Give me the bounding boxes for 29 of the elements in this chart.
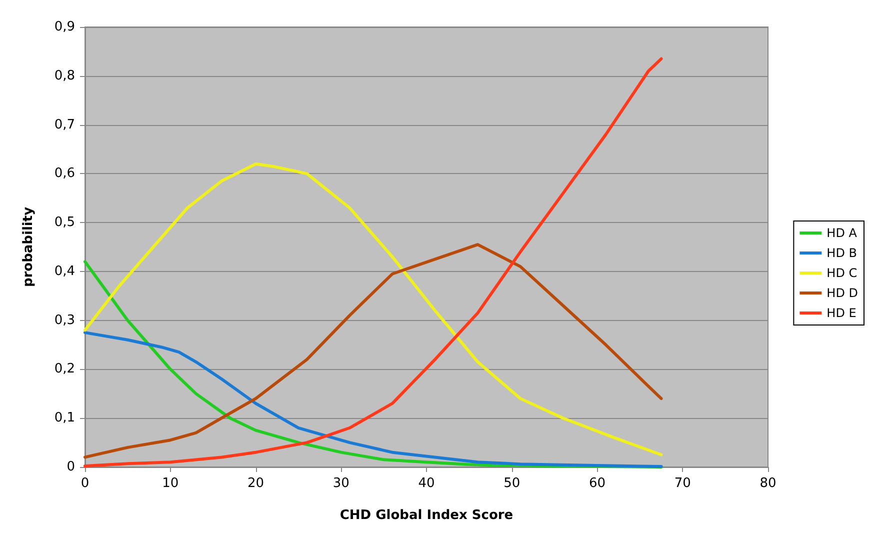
y-tick-label: 0,8 <box>54 68 75 84</box>
legend-label: HD A <box>826 226 858 240</box>
legend-label: HD D <box>826 286 858 300</box>
legend-label: HD B <box>826 246 857 260</box>
x-tick-label: 80 <box>760 476 776 491</box>
x-tick-label: 70 <box>674 476 691 491</box>
y-axis-title: probability <box>21 206 36 288</box>
y-tick-label: 0,5 <box>54 215 75 230</box>
x-tick-label: 20 <box>247 476 264 491</box>
line-series <box>84 331 663 468</box>
y-tick-label: 0,7 <box>54 117 75 132</box>
x-axis-title: CHD Global Index Score <box>340 508 514 523</box>
x-tick-label: 0 <box>80 476 90 491</box>
y-tick-label: 0,4 <box>54 264 75 279</box>
y-tick-label: 0,6 <box>54 166 75 182</box>
legend-label: HD E <box>826 306 856 320</box>
y-tick-label: 0,3 <box>54 312 75 328</box>
x-tick-label: 40 <box>418 476 435 491</box>
y-tick-label: 0,1 <box>54 410 75 426</box>
x-tick-label: 60 <box>588 476 606 491</box>
x-tick-label: 30 <box>332 476 350 491</box>
y-tick-label: 0,9 <box>54 20 75 34</box>
line-series <box>84 162 663 456</box>
x-tick-label: 50 <box>504 476 520 491</box>
y-tick-label: 0,2 <box>54 362 75 377</box>
legend-label: HD C <box>826 266 858 280</box>
x-tick-label: 10 <box>162 476 179 491</box>
line-series <box>84 57 663 468</box>
y-tick-label: 0 <box>66 460 75 474</box>
